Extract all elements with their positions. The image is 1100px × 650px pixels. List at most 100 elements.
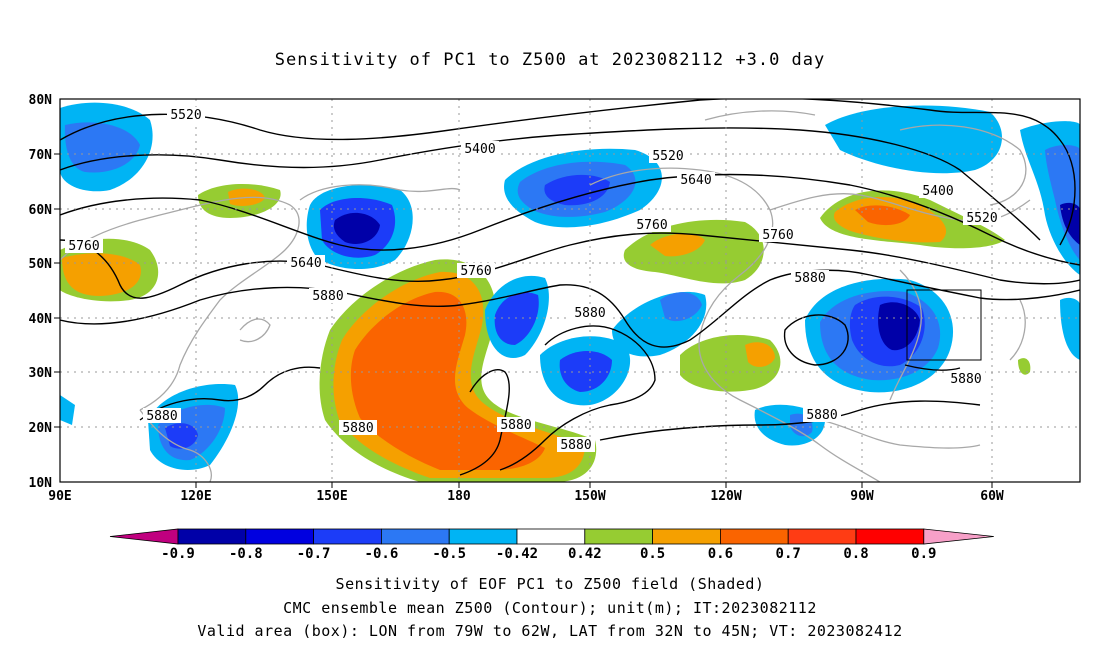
colorbar-label: -0.7 [297,546,331,562]
colorbar-label: 0.9 [911,546,936,562]
map-frame [59,98,1081,483]
shade-blue [494,292,539,345]
contour-label-bg [571,305,609,320]
shade-blue [60,395,75,425]
contour-label-bg [497,417,535,432]
contour-label-bg [677,172,715,187]
contour-label-bg [791,270,829,285]
caption-line-2: CMC ensemble mean Z500 (Contour); unit(m… [283,599,817,617]
contour-label: 5760 [762,228,793,243]
shade-blue [825,105,1002,174]
caption-line-3: Valid area (box): LON from 79W to 62W, L… [197,622,903,640]
colorbar-label: 0.42 [568,546,602,562]
contour-label-bg [65,238,103,253]
contour-label: 5400 [464,142,495,157]
contour-label: 5520 [170,108,201,123]
shade-red [350,291,545,470]
contour-label: 5520 [652,149,683,164]
caption-line-1: Sensitivity of EOF PC1 to Z500 field (Sh… [335,575,765,593]
contour-label-bg [287,255,325,270]
colorbar-segment [177,528,247,545]
chart-title: Sensitivity of PC1 to Z500 at 2023082112… [274,50,826,70]
contour-label: 5880 [342,421,373,436]
contour-label-bg [309,288,347,303]
lon-label: 120W [710,489,741,504]
colorbar-label: 0.6 [708,546,733,562]
colorbar-label: -0.5 [432,546,466,562]
contour-label: 5880 [574,306,605,321]
shade-orange [745,342,775,367]
lon-label: 150E [316,489,347,504]
contour-label-bg [803,407,841,422]
colorbar-segment [652,528,721,545]
shade-blue [878,302,920,351]
contour-label-bg [461,141,499,156]
shade-blue [1060,297,1080,360]
contour-label: 5640 [290,256,321,271]
lat-label: 30N [29,366,53,381]
lat-label: 50N [29,257,53,272]
contour-label-bg [947,371,985,386]
colorbar-segment [787,528,857,545]
colorbar-segment [245,528,315,545]
contour-label: 5520 [966,211,997,226]
contour-label: 5880 [794,271,825,286]
colorbar-label: -0.42 [496,546,538,562]
contour-label: 5400 [922,184,953,199]
shade-blue [544,174,610,206]
colorbar: -0.9 -0.8 -0.7 -0.6 -0.5 -0.42 0.42 0.5 0.6 0.7 0.… [109,528,994,562]
contour-label-bg [649,148,687,163]
lat-label: 10N [29,476,53,491]
contour-label-group: 5520 5400 5520 5640 5400 5520 5760 5760 5640 5760… [65,107,1001,453]
shade-blue [660,292,702,322]
shade-blue [333,212,380,245]
map-ticks [54,153,993,488]
shade-green [1018,358,1031,375]
contour-label-bg [143,408,181,423]
colorbar-label: 0.5 [640,546,665,562]
lat-label: 20N [29,421,53,436]
contour-label: 5760 [460,264,491,279]
lon-label: 150W [574,489,605,504]
contour-label-bg [919,183,957,198]
contour-label: 5880 [312,289,343,304]
lat-label: 40N [29,312,53,327]
colorbar-arrow-right [923,528,994,545]
contour-label-bg [963,210,1001,225]
contour-label: 5640 [680,173,711,188]
colorbar-segment [720,528,789,545]
shade-orange [62,253,141,296]
contour-label: 5880 [146,409,177,424]
contour-label: 5760 [68,239,99,254]
lon-label: 90E [48,489,71,504]
colorbar-label: -0.8 [229,546,263,562]
lon-label: 90W [850,489,874,504]
contour-label: 5880 [950,372,981,387]
contour-label-bg [633,217,671,232]
colorbar-label: 0.8 [843,546,868,562]
shade-green [623,219,764,284]
colorbar-segment [380,528,450,545]
lon-label: 60W [980,489,1004,504]
contour-label-bg [759,227,797,242]
grid-lines [60,99,1080,482]
lat-label: 60N [29,203,53,218]
colorbar-arrow-left [109,528,179,545]
contour-label-bg [339,420,377,435]
colorbar-segment [516,528,586,545]
shade-orange [650,233,705,257]
colorbar-segment [313,528,382,545]
colorbar-segment [448,528,518,545]
shade-red [855,205,910,226]
contour-label-bg [557,437,595,452]
valid-area-box [906,289,982,361]
contour-label: 5880 [560,438,591,453]
contour-label-bg [167,107,205,122]
shade-blue [64,122,140,173]
contour-label: 5880 [500,418,531,433]
lon-label: 180 [447,489,471,504]
colorbar-segment [855,528,925,545]
lat-label: 80N [29,93,53,108]
colorbar-label: 0.7 [776,546,801,562]
